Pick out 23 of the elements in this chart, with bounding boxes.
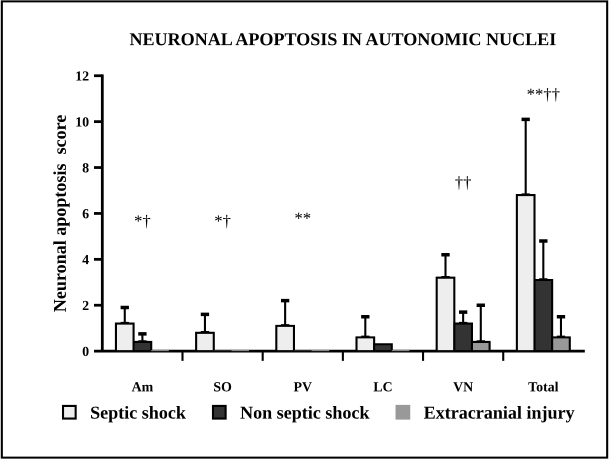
- x-tick-label: PV: [294, 382, 312, 392]
- legend-label: Extracranial injury: [424, 406, 574, 422]
- y-tick-label: 8: [82, 163, 89, 172]
- y-tick-label: 0: [82, 346, 89, 356]
- x-tick-label: VN: [453, 382, 473, 392]
- x-tick-label: LC: [374, 382, 392, 392]
- annotation: ††: [455, 176, 471, 190]
- chart-title: NEURONAL APOPTOSIS IN AUTONOMIC NUCLEI: [130, 33, 556, 46]
- legend-label: Non septic shock: [240, 406, 370, 422]
- annotation: *†: [134, 214, 150, 228]
- y-tick-label: 10: [76, 117, 89, 127]
- annotation: **††: [527, 88, 560, 102]
- y-tick-label: 12: [76, 71, 89, 81]
- y-tick-label: 2: [82, 300, 89, 310]
- x-tick-label: Total: [528, 382, 558, 392]
- x-tick-label: Am: [132, 382, 153, 392]
- legend-label: Septic shock: [91, 406, 186, 422]
- annotation: **: [295, 212, 310, 219]
- annotation: *†: [215, 214, 230, 228]
- y-tick-label: 6: [82, 209, 89, 218]
- y-axis-title: Neuronal apoptosis score: [53, 115, 70, 312]
- y-tick-label: 4: [82, 255, 89, 264]
- x-tick-label: SO: [214, 382, 232, 392]
